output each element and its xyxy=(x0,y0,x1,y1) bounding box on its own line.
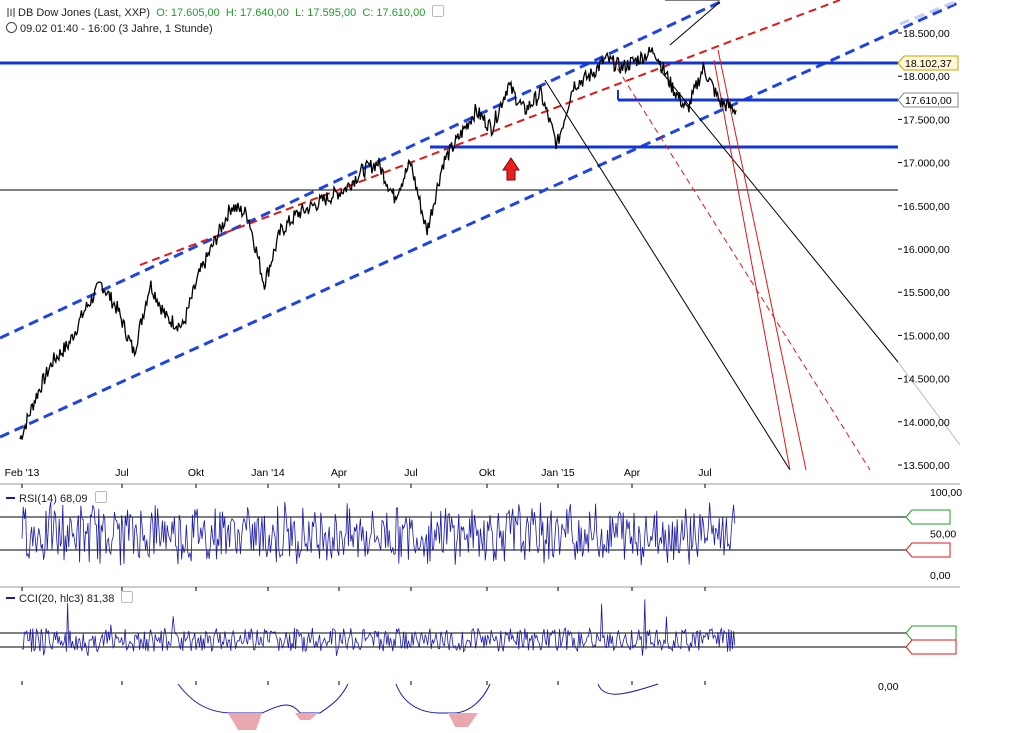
rsi-axis-label: 100,00 xyxy=(930,487,962,499)
rsi-last-value: 68,09 xyxy=(59,493,88,505)
red-fan-line-2 xyxy=(713,59,791,470)
time-axis-label: Jan '15 xyxy=(541,467,575,479)
clock-icon xyxy=(6,22,17,33)
settings-gear-icon[interactable] xyxy=(432,5,445,17)
time-axis-label: Apr xyxy=(624,467,641,479)
lower-channel-extension xyxy=(899,0,960,26)
black-peak-line xyxy=(669,1,721,46)
red-up-arrow-icon xyxy=(502,157,520,181)
cci-last-value: 81,38 xyxy=(86,593,115,605)
black-fan-line-1 xyxy=(544,79,791,470)
price-axis-label: 14.000,00 xyxy=(903,417,950,429)
level-tag-17610-text: 17.610,00 xyxy=(905,95,952,107)
time-axis-label: Apr xyxy=(331,467,348,479)
time-axis-label: Feb '13 xyxy=(5,467,40,479)
price-axis-label: 18.500,00 xyxy=(903,28,950,40)
cci-axis-label: 0,00 xyxy=(878,681,899,693)
level-tag-18102: 18.102,37 xyxy=(897,55,959,71)
price-series-line xyxy=(19,46,737,440)
rsi-settings-icon[interactable] xyxy=(94,491,107,503)
time-range: 09.02 01:40 - 16:00 (3 Jahre, 1 Stunde) xyxy=(20,23,213,35)
rsi-series-line xyxy=(21,501,736,566)
chart-subheader: 09.02 01:40 - 16:00 (3 Jahre, 1 Stunde) xyxy=(6,22,213,35)
rsi-legend: RSI(14) 68,09 xyxy=(6,491,107,505)
time-axis-label: Jul xyxy=(698,467,711,479)
red-fan-line-1 xyxy=(611,59,871,470)
cci-label: CCI(20, hlc3) xyxy=(19,593,84,605)
chart-header: DB Dow Jones (Last, XXP) O: 17.605,00 H:… xyxy=(6,5,445,19)
rsi-axis-label: 50,00 xyxy=(930,529,956,541)
time-axis-label: Jul xyxy=(115,467,128,479)
instrument-title: DB Dow Jones (Last, XXP) xyxy=(18,7,151,19)
rsi-color-swatch xyxy=(6,497,15,499)
price-pane xyxy=(0,0,960,470)
price-axis-label: 17.500,00 xyxy=(903,114,950,126)
price-axis-label: 18.000,00 xyxy=(903,71,950,83)
time-axis-label: Okt xyxy=(188,467,204,479)
red-fan-line-3 xyxy=(717,49,807,470)
rsi-tag-70 xyxy=(905,509,951,525)
rsi-pane xyxy=(0,501,906,566)
time-axis: Feb '13 Jul Okt Jan '14 Apr Jul Okt Jan '15 Apr J… xyxy=(5,467,712,685)
ohlc-close: C: 17.610,00 xyxy=(362,7,426,19)
bottom-wave-sketch xyxy=(177,683,659,730)
cci-color-swatch xyxy=(6,597,15,599)
ohlc-open: O: 17.605,00 xyxy=(156,7,220,19)
price-axis: 18.500,00 18.000,00 17.500,00 17.000,00 16.5… xyxy=(898,28,950,472)
price-axis-label: 16.500,00 xyxy=(903,201,950,213)
cci-pane xyxy=(0,599,906,657)
upper-channel-line xyxy=(0,0,721,340)
ohlc-high: H: 17.640,00 xyxy=(225,7,289,19)
cci-series-line xyxy=(21,599,736,657)
cci-tag-100 xyxy=(905,625,957,641)
price-axis-label: 13.500,00 xyxy=(903,460,950,472)
cci-settings-icon[interactable] xyxy=(121,591,134,603)
level-tag-17610: 17.610,00 xyxy=(897,92,959,108)
time-axis-label: Jan '14 xyxy=(251,467,285,479)
rsi-label: RSI(14) xyxy=(19,493,57,505)
rsi-tag-30 xyxy=(905,542,951,558)
ohlc-low: L: 17.595,00 xyxy=(295,7,357,19)
price-axis-label: 16.000,00 xyxy=(903,244,950,256)
black-fan-line-4 xyxy=(897,361,960,446)
price-axis-label: 17.000,00 xyxy=(903,158,950,170)
price-axis-label: 15.000,00 xyxy=(903,330,950,342)
level-tag-18102-text: 18.102,37 xyxy=(905,58,952,70)
red-trend-line xyxy=(139,0,841,266)
cci-tag-minus100 xyxy=(905,639,957,655)
lower-channel-line xyxy=(0,0,960,439)
time-axis-label: Jul xyxy=(404,467,417,479)
candles-icon[interactable] xyxy=(6,8,15,17)
time-axis-label: Okt xyxy=(479,467,495,479)
black-fan-line-2 xyxy=(659,69,899,363)
rsi-axis-label: 0,00 xyxy=(930,570,951,582)
price-axis-label: 14.500,00 xyxy=(903,374,950,386)
price-axis-label: 15.500,00 xyxy=(903,287,950,299)
cci-legend: CCI(20, hlc3) 81,38 xyxy=(6,591,134,605)
